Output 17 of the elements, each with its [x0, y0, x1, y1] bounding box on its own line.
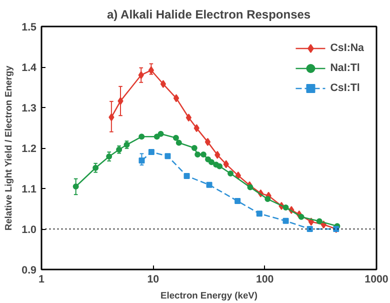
x-axis-title: Electron Energy (keV) [160, 290, 258, 300]
y-tick-label: 1.0 [22, 224, 37, 236]
legend-label: CsI:Tl [330, 82, 360, 94]
y-tick-label: 0.9 [22, 264, 37, 276]
y-axis-title: Relative Light Yield / Electron Energy [4, 64, 14, 231]
y-tick-label: 1.5 [22, 22, 37, 34]
x-tick-label: 1000 [364, 274, 388, 286]
legend-label: NaI:Tl [330, 62, 360, 74]
chart-title: a) Alkali Halide Electron Responses [106, 8, 311, 22]
x-tick-label: 100 [256, 274, 274, 286]
y-tick-label: 1.4 [22, 62, 37, 74]
x-tick-label: 10 [147, 274, 160, 286]
y-tick-label: 1.2 [22, 143, 37, 155]
x-tick-label: 1 [38, 274, 45, 286]
legend-label: CsI:Na [330, 42, 364, 54]
y-tick-label: 1.3 [22, 102, 37, 114]
y-tick-label: 1.1 [22, 184, 37, 196]
